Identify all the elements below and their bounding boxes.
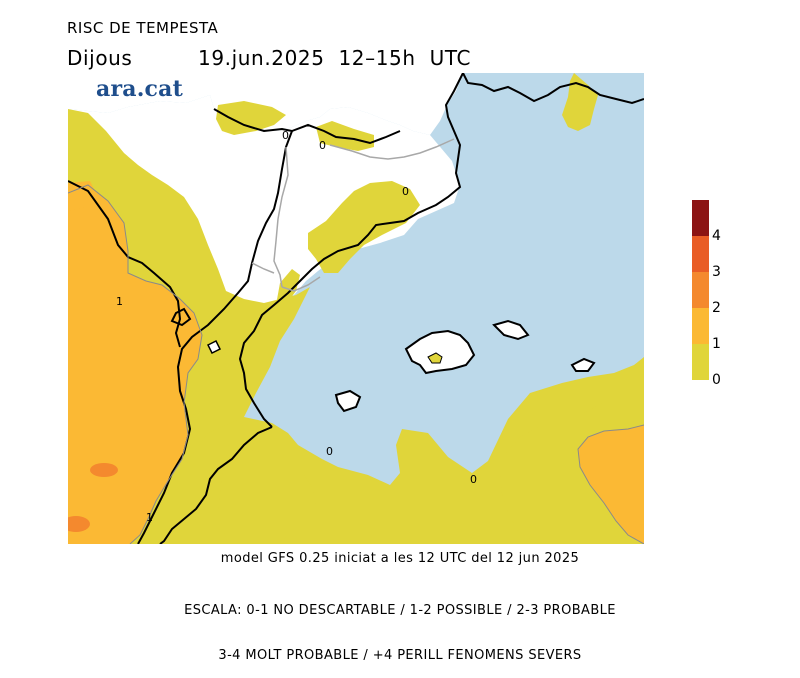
risk-level-2-3-area xyxy=(90,463,118,477)
regional-border xyxy=(273,146,289,288)
legend-tick-label: 2 xyxy=(712,300,721,316)
storm-risk-map: 0 0 0 1 1 0 0 xyxy=(68,73,644,544)
forecast-datetime: 19.jun.2025 12–15h UTC xyxy=(198,46,472,70)
risk-level-2-3-area xyxy=(68,516,90,532)
national-border xyxy=(170,307,192,327)
ara-cat-logo[interactable]: ara.cat xyxy=(96,76,183,102)
contour-label: 0 xyxy=(402,185,409,198)
contour-label: 0 xyxy=(470,473,477,486)
regional-border xyxy=(251,262,275,274)
scale-description: ESCALA: 0-1 NO DESCARTABLE / 1-2 POSSIBL… xyxy=(0,573,800,678)
scale-line: 3-4 MOLT PROBABLE / +4 PERILL FENOMENS S… xyxy=(218,648,582,663)
contour-label: 1 xyxy=(116,295,123,308)
scale-line: ESCALA: 0-1 NO DESCARTABLE / 1-2 POSSIBL… xyxy=(184,603,616,618)
legend-swatch-3-4 xyxy=(692,236,709,272)
contour-line xyxy=(577,424,644,544)
legend-swatch-0-1 xyxy=(692,344,709,380)
contour-label: 0 xyxy=(282,129,289,142)
regional-border xyxy=(329,138,455,160)
risk-level-0-1-area xyxy=(316,121,374,151)
island xyxy=(404,329,476,375)
contour-line xyxy=(68,184,203,544)
risk-legend: 4 3 2 1 0 xyxy=(692,200,732,388)
contour-label: 0 xyxy=(319,139,326,152)
legend-swatch-4-plus xyxy=(692,200,709,236)
coastline xyxy=(238,73,464,428)
coastline xyxy=(462,73,644,105)
model-info: model GFS 0.25 iniciat a les 12 UTC del … xyxy=(220,551,580,566)
map-canvas: 0 0 0 1 1 0 0 xyxy=(68,73,644,544)
legend-tick-label: 3 xyxy=(712,264,721,280)
risk-level-1-2-area xyxy=(68,181,96,211)
forecast-day: Dijous xyxy=(67,46,133,70)
island xyxy=(206,339,222,355)
island xyxy=(492,319,530,341)
contour-label: 1 xyxy=(146,511,153,524)
risk-level-1-2-area xyxy=(578,425,644,544)
white-land-area xyxy=(68,73,463,135)
regional-border xyxy=(281,276,321,292)
risk-level-0-1-area xyxy=(218,445,318,544)
national-border xyxy=(68,180,182,348)
risk-level-0-1-area xyxy=(68,357,644,544)
risk-level-0-1-area xyxy=(216,101,286,135)
legend-swatch-1-2 xyxy=(692,308,709,344)
national-border xyxy=(291,123,401,145)
contour-label: 0 xyxy=(326,445,333,458)
national-border xyxy=(137,108,294,544)
chart-title: RISC DE TEMPESTA xyxy=(67,19,219,37)
risk-level-0-1-area xyxy=(308,181,420,273)
coastline xyxy=(159,426,273,544)
legend-swatch-2-3 xyxy=(692,272,709,308)
island xyxy=(334,389,362,413)
legend-tick-label: 0 xyxy=(712,372,721,388)
legend-tick-label: 4 xyxy=(712,228,721,244)
risk-level-1-2-area xyxy=(68,185,202,544)
island xyxy=(570,357,596,372)
island xyxy=(427,352,443,364)
legend-tick-label: 1 xyxy=(712,336,721,352)
